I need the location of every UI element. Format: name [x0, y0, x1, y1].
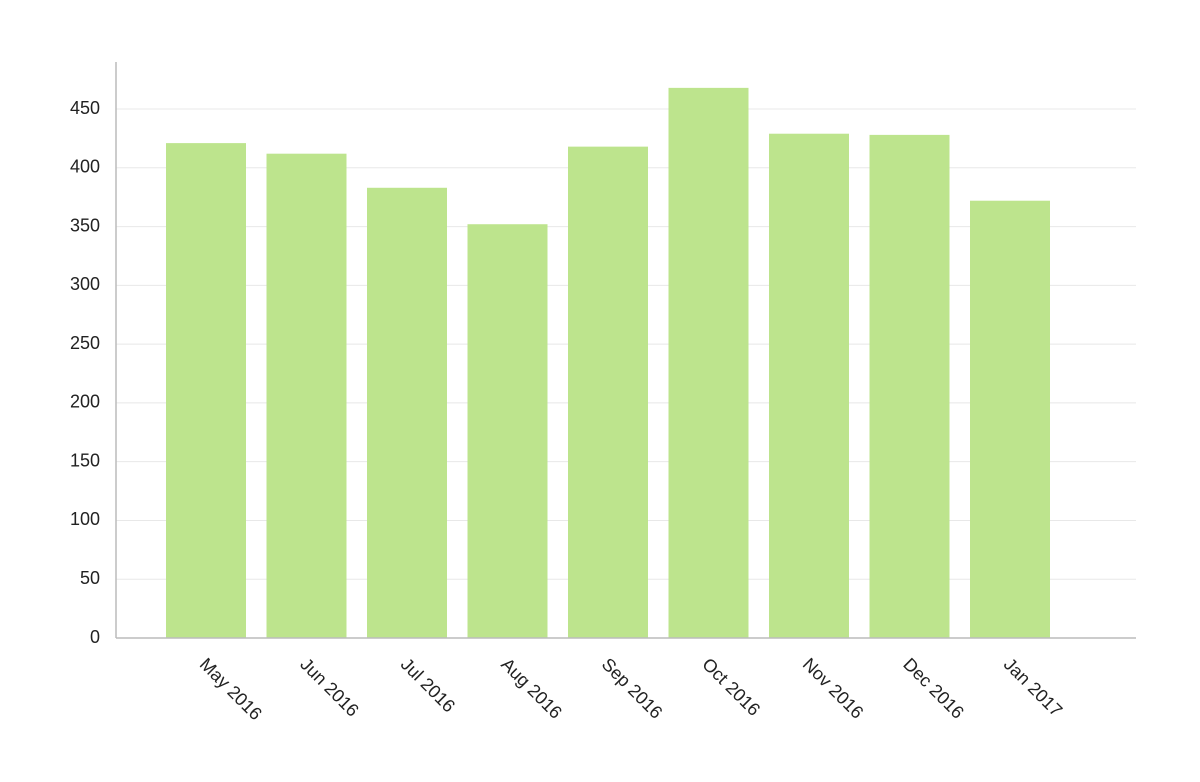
y-tick-label: 350 — [70, 215, 100, 235]
y-tick-label: 400 — [70, 157, 100, 177]
bar — [266, 153, 347, 638]
x-tick-label: Oct 2016 — [698, 654, 764, 720]
x-tick-label: Jun 2016 — [296, 654, 363, 721]
bar — [970, 200, 1050, 638]
bar — [166, 143, 246, 638]
y-tick-label: 250 — [70, 333, 100, 353]
bar — [467, 224, 548, 639]
bar — [869, 134, 950, 638]
bar — [367, 187, 447, 638]
x-tick-label: Aug 2016 — [497, 654, 566, 723]
bar — [769, 133, 849, 638]
y-tick-label: 200 — [70, 392, 100, 412]
x-tick-label: Jul 2016 — [397, 654, 459, 716]
bar — [568, 146, 648, 639]
x-tick-label: Jan 2017 — [1000, 654, 1067, 721]
y-tick-label: 450 — [70, 98, 100, 118]
y-tick-label: 50 — [80, 568, 100, 588]
bar — [668, 87, 749, 639]
y-tick-label: 150 — [70, 450, 100, 470]
y-tick-label: 100 — [70, 509, 100, 529]
x-tick-label: May 2016 — [196, 654, 266, 724]
x-tick-label: Nov 2016 — [799, 654, 868, 723]
y-tick-label: 300 — [70, 274, 100, 294]
x-tick-label: Sep 2016 — [598, 654, 667, 723]
y-tick-label: 0 — [90, 627, 100, 647]
x-tick-label: Dec 2016 — [899, 654, 968, 723]
